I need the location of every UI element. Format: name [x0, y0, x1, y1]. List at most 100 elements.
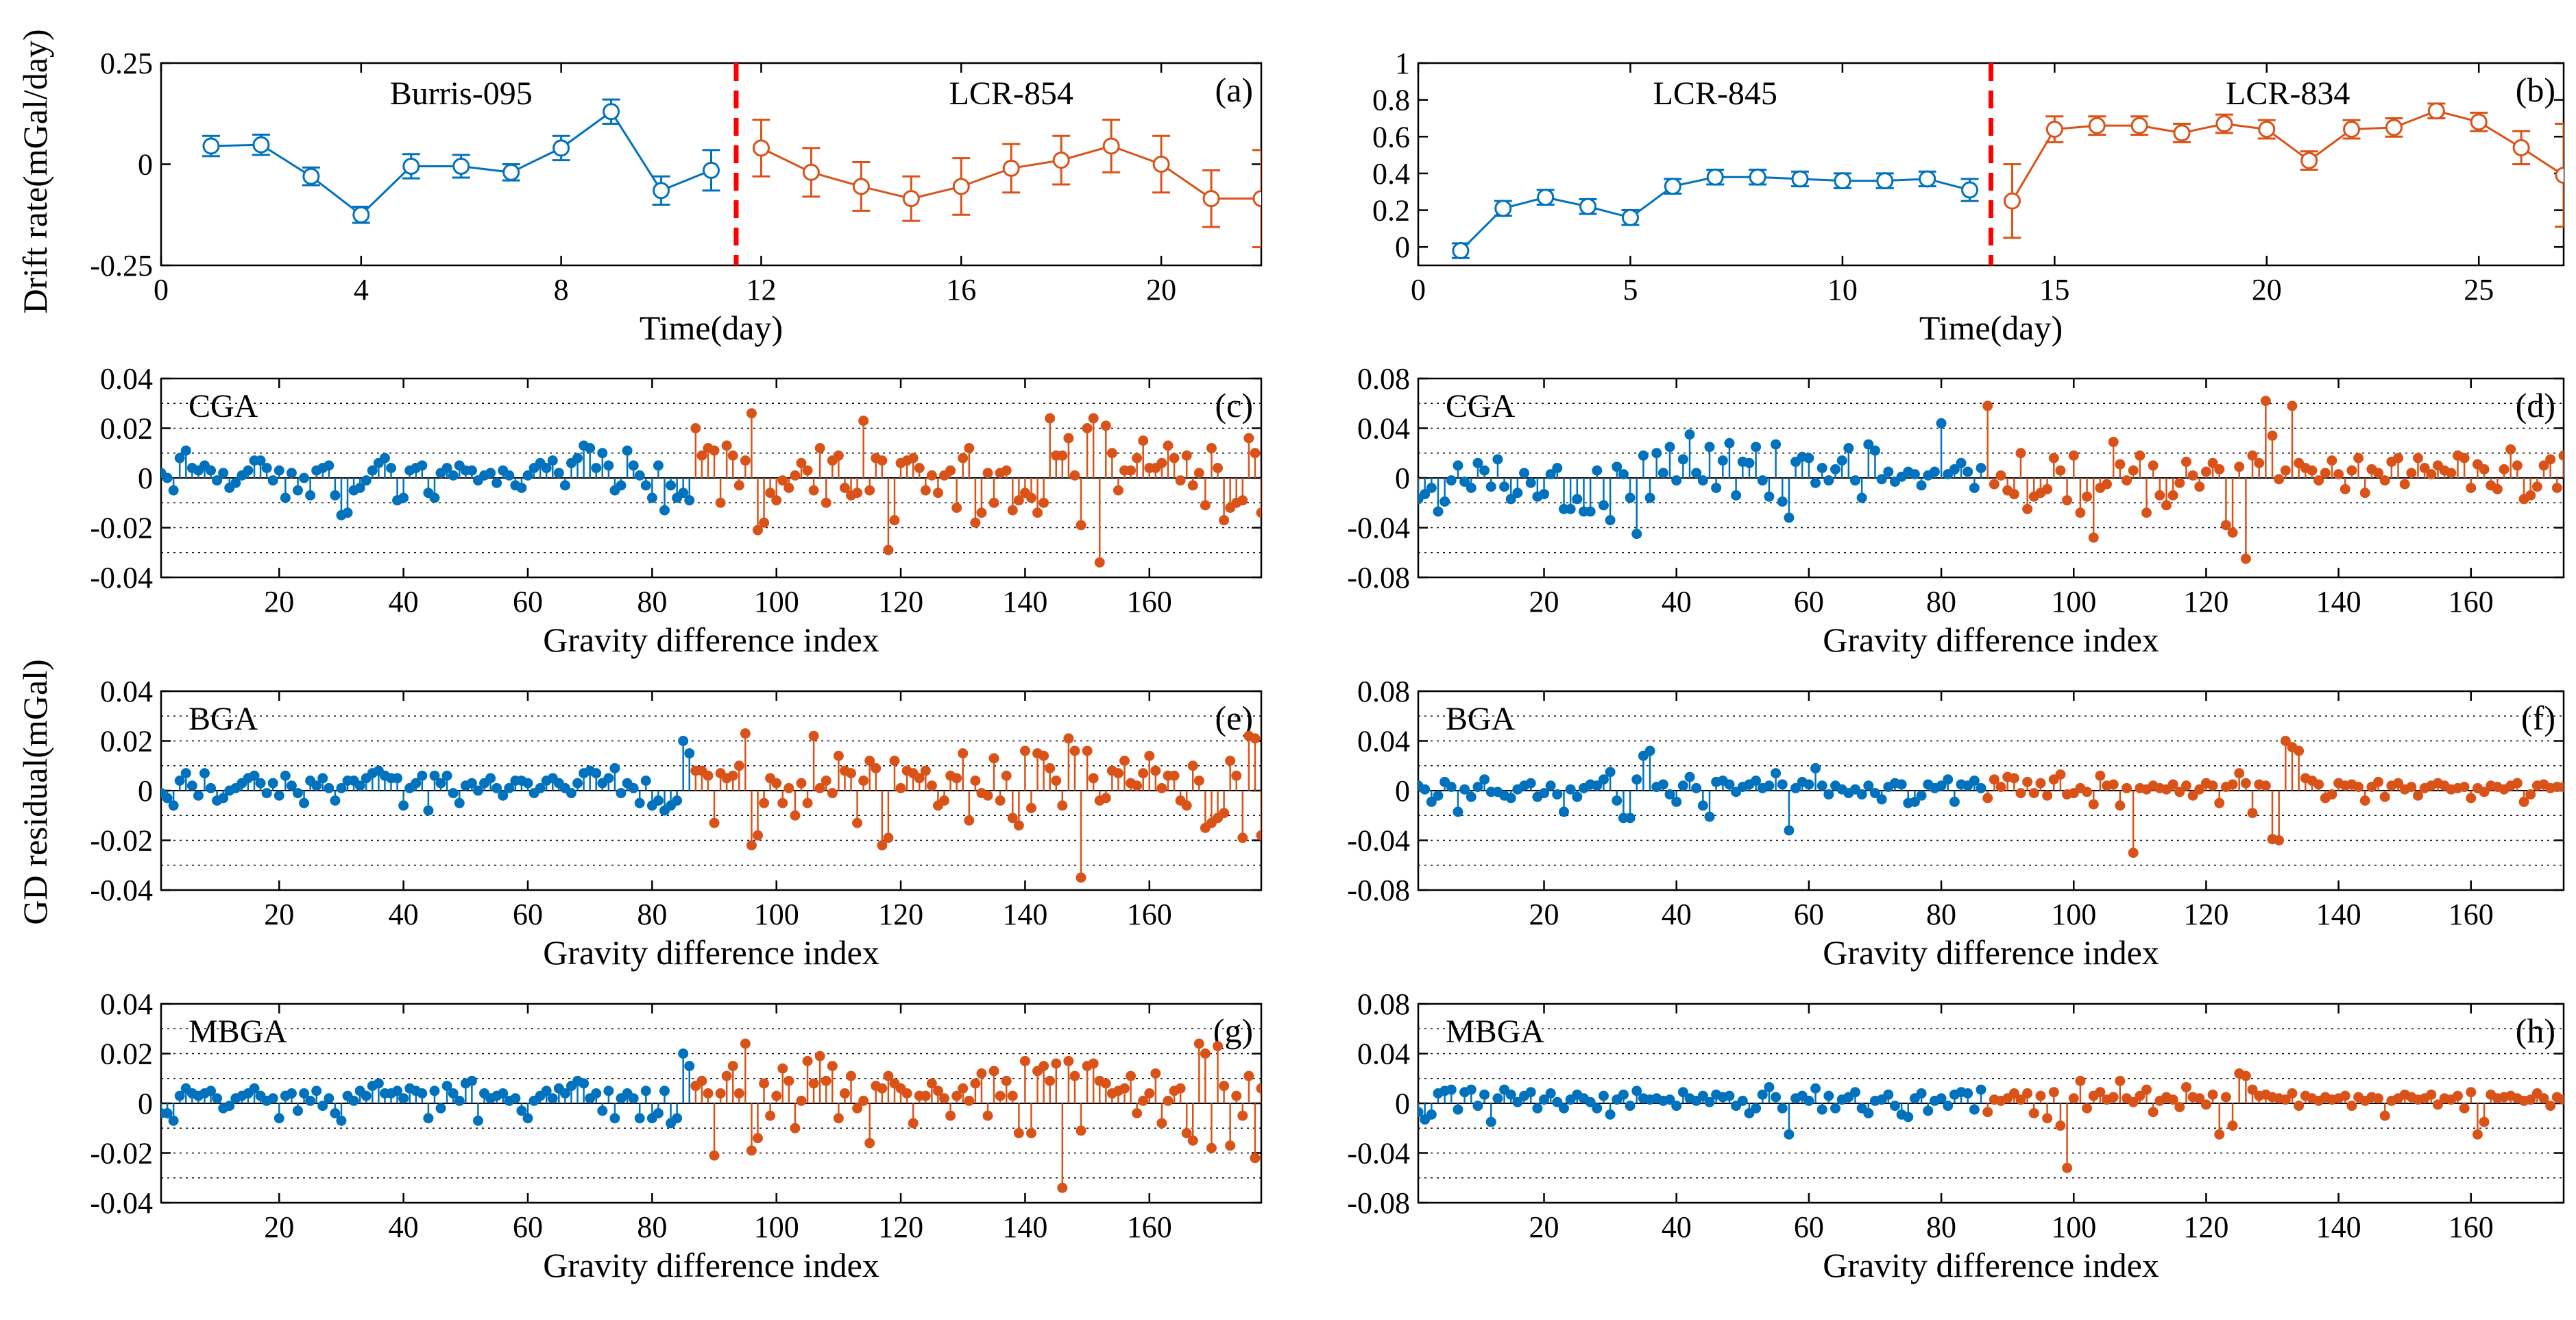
stem-marker — [951, 773, 962, 784]
stem-marker — [1001, 1075, 1012, 1086]
stem-marker — [2194, 784, 2205, 795]
series-label: LCR-834 — [2226, 75, 2350, 112]
stem-marker — [2062, 1162, 2073, 1173]
stem-marker — [1019, 1055, 1030, 1066]
stem-marker — [634, 470, 645, 481]
stem-marker — [833, 450, 844, 461]
stem-marker — [2115, 1075, 2126, 1086]
stem-marker — [746, 408, 757, 419]
stem-marker — [2240, 1070, 2251, 1081]
stem-marker — [1803, 779, 1814, 790]
stem-marker — [1724, 779, 1735, 790]
y-tick-label: 0.25 — [100, 47, 153, 80]
plot-area — [202, 98, 1261, 248]
stem-marker — [1051, 776, 1062, 786]
stem-marker — [2055, 465, 2066, 476]
stem-marker — [299, 1088, 310, 1099]
stem-marker — [180, 445, 191, 456]
data-point — [1664, 178, 1681, 195]
y-tick-label: -0.25 — [90, 249, 153, 283]
y-tick-label: 0.8 — [1372, 84, 1410, 117]
y-tick-label: 0.04 — [100, 675, 153, 708]
stem-marker — [2267, 430, 2278, 441]
stem-marker — [783, 1075, 794, 1086]
stem-marker — [908, 1118, 919, 1129]
stem-marker — [2062, 495, 2073, 506]
plot-area — [161, 1038, 1261, 1193]
stem-marker — [1256, 507, 1261, 518]
stem-marker — [995, 1090, 1006, 1101]
stem-marker — [1863, 780, 1874, 791]
stem-marker — [871, 763, 882, 773]
stem-marker — [1013, 820, 1024, 831]
stem-marker — [1175, 475, 1186, 486]
x-tick-label: 60 — [1794, 585, 1824, 619]
stem-marker — [1492, 1093, 1503, 1104]
stem-marker — [1823, 789, 1834, 800]
stem-marker — [261, 463, 272, 473]
stem-marker — [1100, 420, 1111, 431]
stem-marker — [808, 485, 819, 496]
stem-marker — [1657, 468, 1668, 479]
stem-marker — [727, 1061, 738, 1072]
y-tick-label: 0 — [1395, 774, 1410, 808]
stem-marker — [1697, 475, 1708, 486]
stem-marker — [286, 1088, 297, 1099]
stem-marker — [454, 797, 465, 808]
stem-marker — [2419, 463, 2430, 473]
data-point — [1579, 197, 1597, 215]
stem-marker — [1717, 455, 1728, 466]
stem-marker — [1051, 1058, 1062, 1069]
stem-marker — [715, 497, 726, 508]
stem-marker — [727, 450, 738, 461]
stem-marker — [1876, 474, 1887, 485]
x-tick-label: 20 — [264, 898, 294, 931]
stem-marker — [771, 778, 782, 789]
stem-marker — [1213, 463, 1224, 473]
stem-marker — [1446, 475, 1457, 486]
stem-marker — [324, 782, 335, 793]
stem-marker — [2008, 489, 2019, 500]
data-point — [2512, 139, 2530, 156]
stem-marker — [2008, 773, 2019, 784]
x-tick-label: 0 — [154, 273, 169, 307]
stem-marker — [1816, 780, 1827, 791]
stem-marker — [504, 782, 515, 793]
stem-marker — [802, 465, 813, 476]
x-tick-label: 40 — [389, 1210, 419, 1244]
stem-marker — [249, 770, 260, 781]
stem-marker — [597, 1105, 608, 1116]
stem-marker — [1949, 796, 1960, 807]
stem-marker — [1916, 1088, 1927, 1099]
stem-marker — [330, 490, 341, 501]
stem-marker — [1923, 1105, 1934, 1116]
stem-marker — [1485, 1116, 1496, 1127]
x-tick-label: 5 — [1623, 273, 1638, 307]
stem-marker — [765, 488, 776, 499]
stem-marker — [908, 453, 919, 464]
data-point — [2385, 119, 2403, 136]
stem-marker — [498, 790, 509, 801]
stem-marker — [2280, 465, 2291, 476]
stem-marker — [883, 544, 894, 555]
stem-marker — [790, 1123, 801, 1133]
x-tick-label: 100 — [754, 898, 799, 931]
stem-marker — [2413, 453, 2424, 464]
stem-marker — [1903, 1112, 1914, 1123]
stem-marker — [783, 483, 794, 493]
stem-marker — [1045, 763, 1056, 773]
stem-marker — [877, 455, 888, 466]
stem-marker — [846, 1070, 857, 1081]
stem-marker — [2108, 779, 2119, 790]
stem-marker — [1144, 1088, 1155, 1099]
stem-marker — [367, 465, 378, 476]
x-tick-label: 20 — [264, 1210, 294, 1244]
stem-marker — [1150, 1068, 1161, 1079]
stem-marker — [877, 840, 888, 851]
stem-marker — [765, 1110, 776, 1121]
stem-marker — [1724, 1090, 1735, 1101]
stem-marker — [1810, 1083, 1821, 1094]
stem-marker — [790, 470, 801, 481]
stem-marker — [628, 1093, 639, 1104]
